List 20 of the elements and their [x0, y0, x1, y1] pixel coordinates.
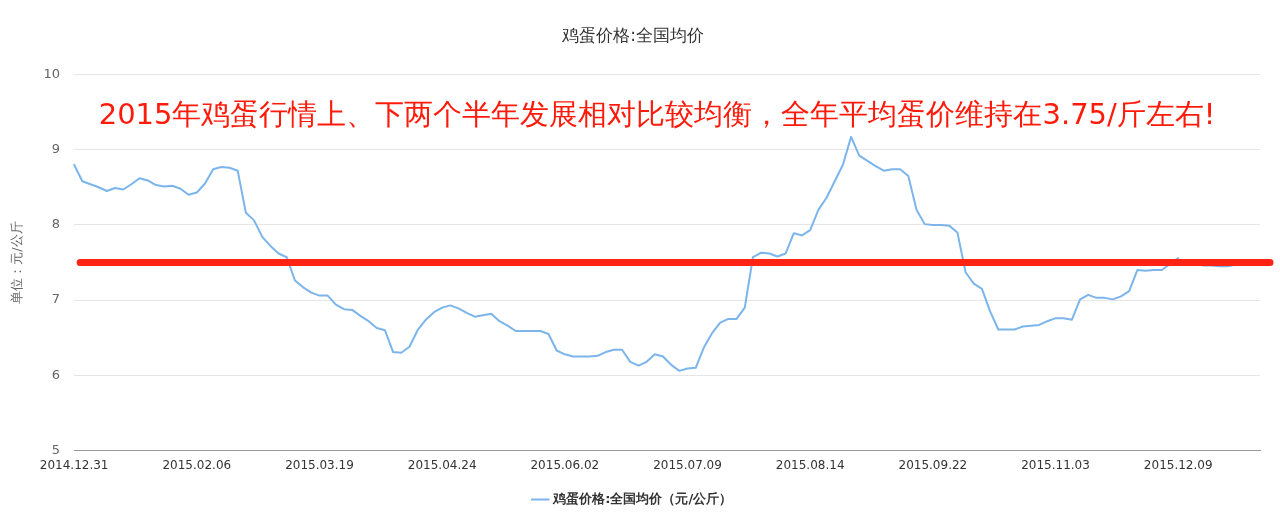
y-tick-label: 6 [51, 366, 61, 382]
y-tick-label: 7 [51, 291, 61, 307]
x-tick-label: 2015.07.09 [653, 457, 722, 472]
y-axis-title: 单位：元/公斤 [9, 221, 25, 304]
x-tick-label: 2015.04.24 [407, 457, 477, 472]
x-tick-label: 2015.08.14 [775, 457, 845, 472]
y-tick-label: 5 [51, 441, 61, 457]
y-tick-label: 10 [43, 65, 61, 81]
x-tick-label: 2015.12.09 [1143, 457, 1213, 472]
annotation: 2015年鸡蛋行情上、下两个半年发展相对比较均衡，全年平均蛋价维持在3.75/斤左右! [98, 96, 1216, 131]
x-tick-label: 2014.12.31 [39, 457, 109, 472]
x-tick-label: 2015.11.03 [1021, 457, 1090, 472]
y-tick-label: 8 [51, 216, 61, 232]
x-tick-label: 2015.09.22 [898, 457, 968, 472]
x-tick-label: 2015.02.06 [162, 457, 232, 472]
y-tick-label: 9 [51, 141, 61, 157]
legend-label: 鸡蛋价格:全国均价（元/公斤） [552, 490, 733, 506]
x-tick-label: 2015.06.02 [530, 457, 600, 472]
chart-title: 鸡蛋价格:全国均价 [561, 24, 704, 45]
x-tick-label: 2015.03.19 [285, 457, 354, 472]
